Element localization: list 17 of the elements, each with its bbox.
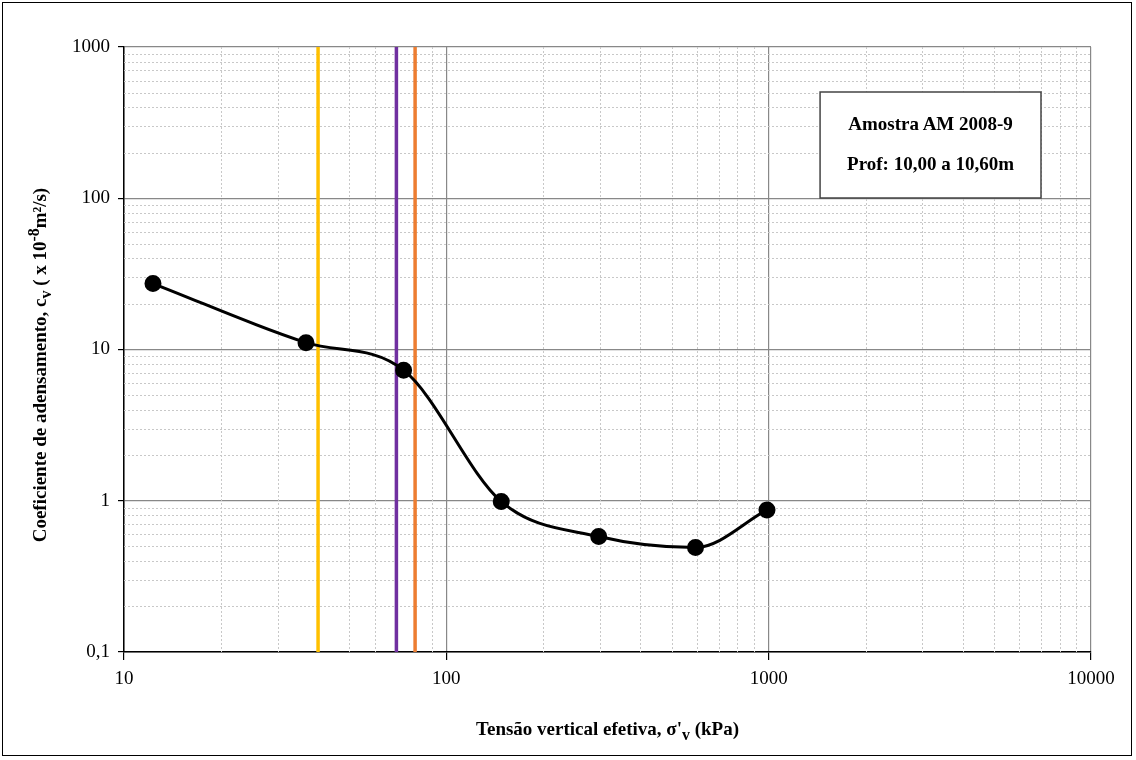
- y-tick-label: 1000: [72, 34, 110, 56]
- y-tick-label: 100: [81, 186, 110, 208]
- x-tick-label: 10: [114, 667, 134, 689]
- annotation: Amostra AM 2008-9: [848, 112, 1013, 134]
- point: [492, 492, 510, 510]
- y-tick-label: 10: [91, 337, 110, 359]
- x-tick-label: 100: [432, 667, 461, 689]
- x-tick-label: 10000: [1067, 667, 1115, 689]
- annotation: Prof: 10,00 a 10,60m: [847, 152, 1015, 174]
- x-tick-label: 1000: [749, 667, 788, 689]
- x-axis-title: Tensão vertical efetiva, σ'$_{v}$ (kPa): [475, 718, 740, 744]
- point: [297, 334, 315, 352]
- point: [590, 528, 608, 546]
- point: [687, 539, 705, 557]
- y-tick-label: 1: [100, 488, 110, 510]
- point: [395, 361, 413, 379]
- y-tick-label: 0,1: [86, 639, 110, 661]
